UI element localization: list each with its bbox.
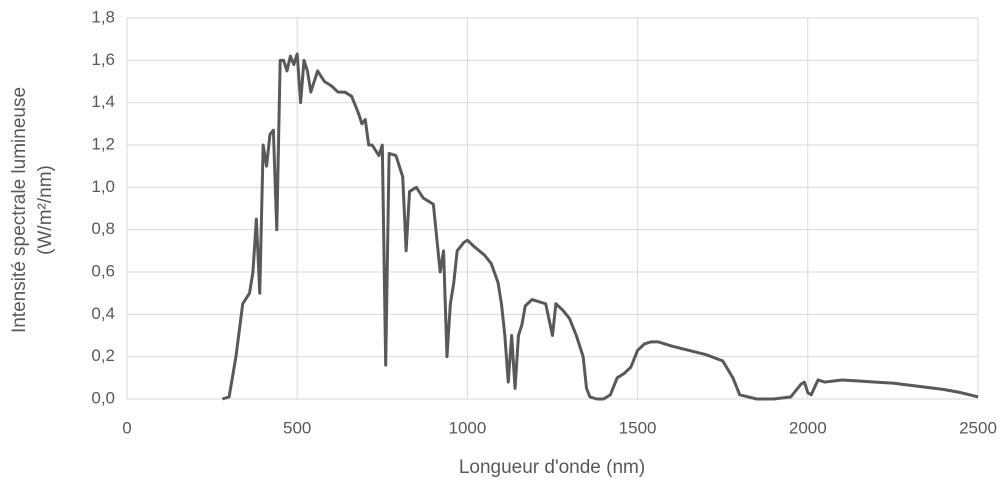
y-axis-label: (W/m²/nm) — [35, 165, 56, 255]
x-tick-label: 2000 — [789, 418, 827, 437]
y-tick-label: 0,8 — [91, 219, 115, 238]
y-tick-label: 1,8 — [91, 7, 115, 26]
y-tick-label: 0,0 — [91, 388, 115, 407]
x-tick-label: 0 — [122, 418, 131, 437]
x-tick-label: 1000 — [448, 418, 486, 437]
y-tick-label: 0,4 — [91, 304, 115, 323]
y-axis-label: Intensité spectrale lumineuse — [9, 87, 30, 333]
spectrum-line — [221, 52, 979, 401]
x-axis-label: Longueur d'onde (nm) — [459, 457, 645, 478]
y-tick-label: 1,0 — [91, 177, 115, 196]
y-tick-label: 0,2 — [91, 346, 115, 365]
y-tick-label: 1,2 — [91, 134, 115, 153]
y-tick-label: 0,6 — [91, 261, 115, 280]
x-tick-label: 2500 — [959, 418, 997, 437]
y-tick-label: 1,4 — [91, 92, 115, 111]
x-tick-label: 1500 — [619, 418, 657, 437]
y-tick-label: 1,6 — [91, 50, 115, 69]
x-tick-label: 500 — [283, 418, 311, 437]
